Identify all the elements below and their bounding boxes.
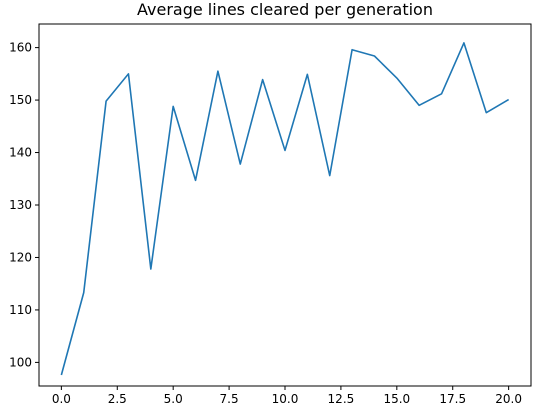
x-tick-label: 20.0: [495, 392, 522, 406]
y-tick-label: 130: [9, 198, 32, 212]
data-point: [61, 374, 63, 376]
data-point: [239, 163, 241, 165]
data-point: [217, 70, 219, 72]
data-point: [83, 292, 85, 294]
data-point: [463, 42, 465, 44]
data-point: [418, 105, 420, 107]
x-tick-label: 5.0: [164, 392, 183, 406]
chart-title: Average lines cleared per generation: [137, 0, 433, 19]
series-line: [60, 42, 510, 376]
x-tick-label: 10.0: [272, 392, 299, 406]
x-tick-label: 17.5: [439, 392, 466, 406]
data-point: [351, 49, 353, 51]
y-tick-label: 160: [9, 41, 32, 55]
y-tick-label: 110: [9, 303, 32, 317]
series-group: [60, 42, 510, 376]
data-point: [172, 106, 174, 108]
x-tick-label: 12.5: [328, 392, 355, 406]
y-tick-label: 140: [9, 146, 32, 160]
data-point: [441, 93, 443, 95]
y-tick-label: 120: [9, 250, 32, 264]
data-point: [374, 55, 376, 57]
axes: 0.0 2.5 5.0 7.5 10.0 12.5 15.0 17.5 20.0 100 110 12…: [9, 41, 522, 406]
data-point: [105, 100, 107, 102]
x-tick-label: 7.5: [220, 392, 239, 406]
y-tick-label: 100: [9, 355, 32, 369]
y-tick-label: 150: [9, 93, 32, 107]
data-point: [195, 180, 197, 182]
data-point: [284, 150, 286, 152]
data-point: [485, 112, 487, 114]
data-point: [150, 268, 152, 270]
data-point: [329, 175, 331, 177]
data-point: [508, 99, 510, 101]
x-tick-label: 15.0: [383, 392, 410, 406]
data-point: [396, 77, 398, 79]
data-point: [262, 79, 264, 81]
data-point: [307, 74, 309, 76]
data-point: [128, 73, 130, 75]
x-tick-label: 2.5: [108, 392, 127, 406]
x-tick-label: 0.0: [52, 392, 71, 406]
plot-frame: [38, 23, 532, 387]
